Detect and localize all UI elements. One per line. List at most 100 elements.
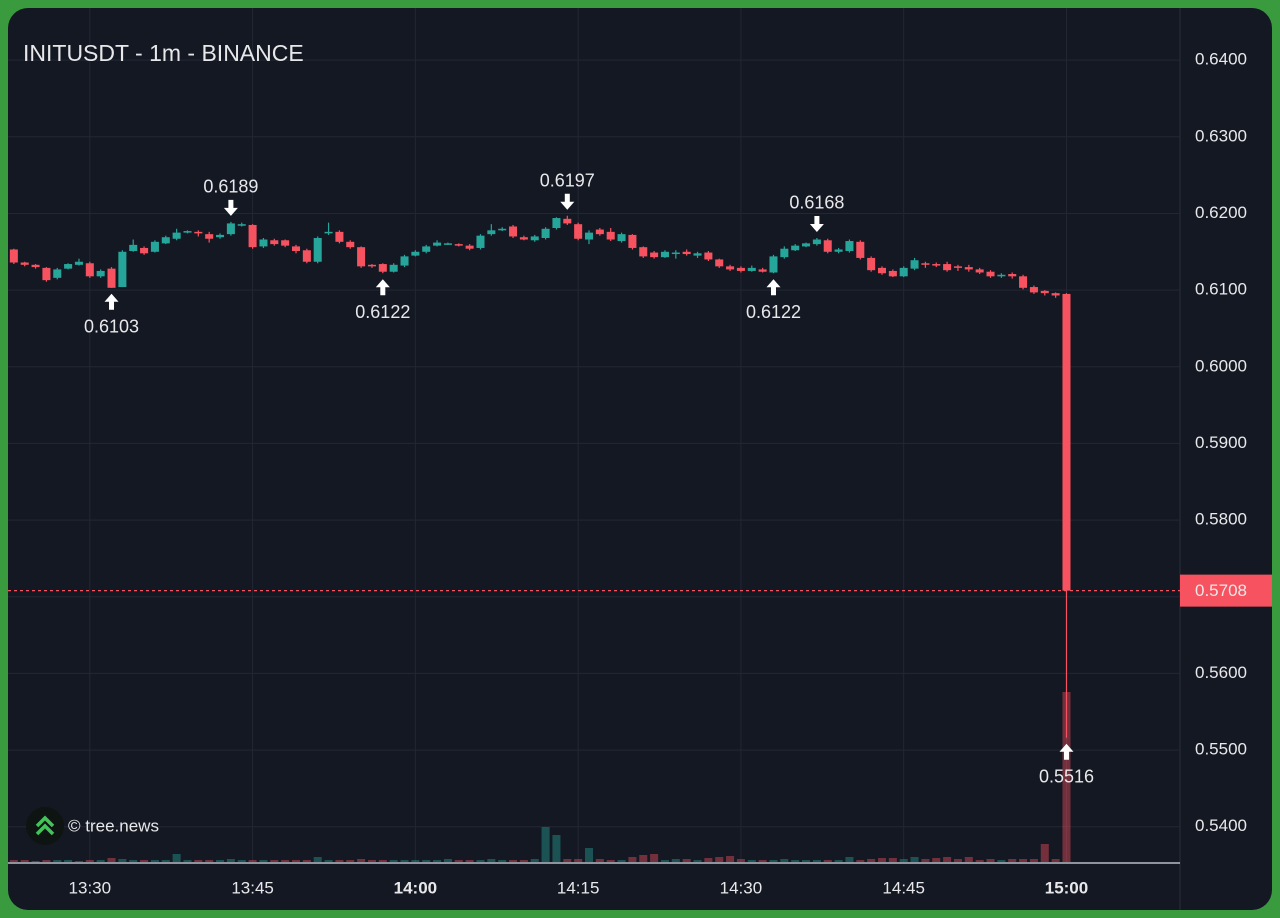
candle-body xyxy=(660,251,669,258)
axes-layer: 0.54000.55000.56000.57000.58000.59000.60… xyxy=(69,50,1272,897)
volume-bar xyxy=(64,860,73,862)
volume-bar xyxy=(96,860,105,862)
candle-body xyxy=(975,269,984,273)
candle-body xyxy=(498,228,507,231)
candle-body xyxy=(42,267,51,281)
candle-body xyxy=(986,271,995,277)
volume-bar xyxy=(498,860,507,862)
candle-body xyxy=(85,263,94,277)
y-tick-label: 0.5400 xyxy=(1195,816,1247,835)
volume-bar xyxy=(161,860,170,862)
volume-bar xyxy=(628,857,637,862)
volume-bar xyxy=(834,860,843,862)
candle-body xyxy=(791,245,800,251)
volume-bar xyxy=(519,860,528,862)
candle-body xyxy=(313,237,322,262)
x-tick-label: 14:15 xyxy=(557,878,600,897)
volume-bar xyxy=(367,860,376,862)
candle-body xyxy=(899,267,908,277)
volume-bar xyxy=(411,860,420,862)
volume-bar xyxy=(509,860,518,862)
candle-body xyxy=(932,264,941,266)
annotation-arrow xyxy=(104,293,119,310)
candle-body xyxy=(964,267,973,270)
candle-body xyxy=(9,249,18,263)
volume-bar xyxy=(845,857,854,862)
watermark-chevrons xyxy=(35,815,55,836)
annotation-label: 0.6122 xyxy=(746,302,801,322)
volume-bar xyxy=(552,835,561,862)
last-price-box xyxy=(1180,574,1272,607)
candle-body xyxy=(259,239,268,247)
x-tick-label: 14:30 xyxy=(720,878,763,897)
volume-bar xyxy=(248,860,257,862)
volume-bar xyxy=(574,859,583,862)
annotation-arrow xyxy=(1059,743,1074,760)
volume-bar xyxy=(910,857,919,862)
candle-body xyxy=(161,237,170,244)
volume-bar xyxy=(812,860,821,862)
annotation-arrow xyxy=(809,215,824,232)
candle-body xyxy=(31,264,40,268)
volume-bar xyxy=(465,860,474,862)
volume-bar xyxy=(856,860,865,862)
candle-body xyxy=(1019,276,1028,288)
volume-bar xyxy=(986,859,995,862)
candle-body xyxy=(953,266,962,268)
candle-body xyxy=(617,234,626,242)
volume-bar xyxy=(389,860,398,862)
volume-bar xyxy=(1051,859,1060,862)
volume-bar xyxy=(476,860,485,862)
candle-body xyxy=(671,252,680,255)
candle-layer xyxy=(9,215,1071,738)
y-tick-label: 0.6000 xyxy=(1195,356,1247,375)
candle-body xyxy=(867,257,876,271)
candle-body xyxy=(802,243,811,247)
volume-bar xyxy=(780,859,789,862)
y-tick-label: 0.6400 xyxy=(1195,50,1247,69)
candle-body xyxy=(628,234,637,248)
volume-bar xyxy=(53,860,62,862)
volume-bar xyxy=(975,860,984,862)
volume-bar xyxy=(31,861,40,862)
annotation-label: 0.6103 xyxy=(84,317,139,337)
candle-body xyxy=(281,240,290,246)
candle-body xyxy=(606,231,615,240)
candle-body xyxy=(20,262,29,265)
volume-bar xyxy=(129,860,138,862)
candle-body xyxy=(107,268,116,288)
candle-body xyxy=(411,251,420,256)
candle-body xyxy=(172,232,181,239)
volume-bar xyxy=(281,860,290,862)
candle-body xyxy=(378,264,387,272)
volume-bar xyxy=(357,859,366,862)
volume-bar xyxy=(118,859,127,862)
volume-bar xyxy=(302,860,311,862)
volume-bar xyxy=(194,860,203,862)
x-tick-label: 15:00 xyxy=(1045,878,1088,897)
candle-body xyxy=(747,267,756,271)
annotation-arrow xyxy=(560,193,575,210)
watermark: © tree.news xyxy=(26,807,159,845)
annotation-arrow xyxy=(223,199,238,216)
candle-body xyxy=(150,241,159,252)
candle-body xyxy=(270,240,279,245)
volume-bar xyxy=(259,860,268,862)
candle-body xyxy=(715,259,724,267)
candle-body xyxy=(454,244,463,246)
candle-body xyxy=(433,242,442,246)
chart-title: INITUSDT - 1m - BINANCE xyxy=(23,40,304,66)
grid xyxy=(8,8,1180,862)
candle-body xyxy=(563,218,572,224)
volume-bar xyxy=(802,860,811,862)
candle-body xyxy=(1051,293,1060,296)
volume-bar xyxy=(617,860,626,862)
candle-body xyxy=(921,263,930,265)
candle-body xyxy=(758,269,767,272)
candle-body xyxy=(519,237,528,240)
volume-bar xyxy=(867,859,876,862)
candle-body xyxy=(205,234,214,239)
candle-body xyxy=(367,264,376,267)
candle-body xyxy=(1029,287,1038,293)
candle-body xyxy=(140,247,149,254)
